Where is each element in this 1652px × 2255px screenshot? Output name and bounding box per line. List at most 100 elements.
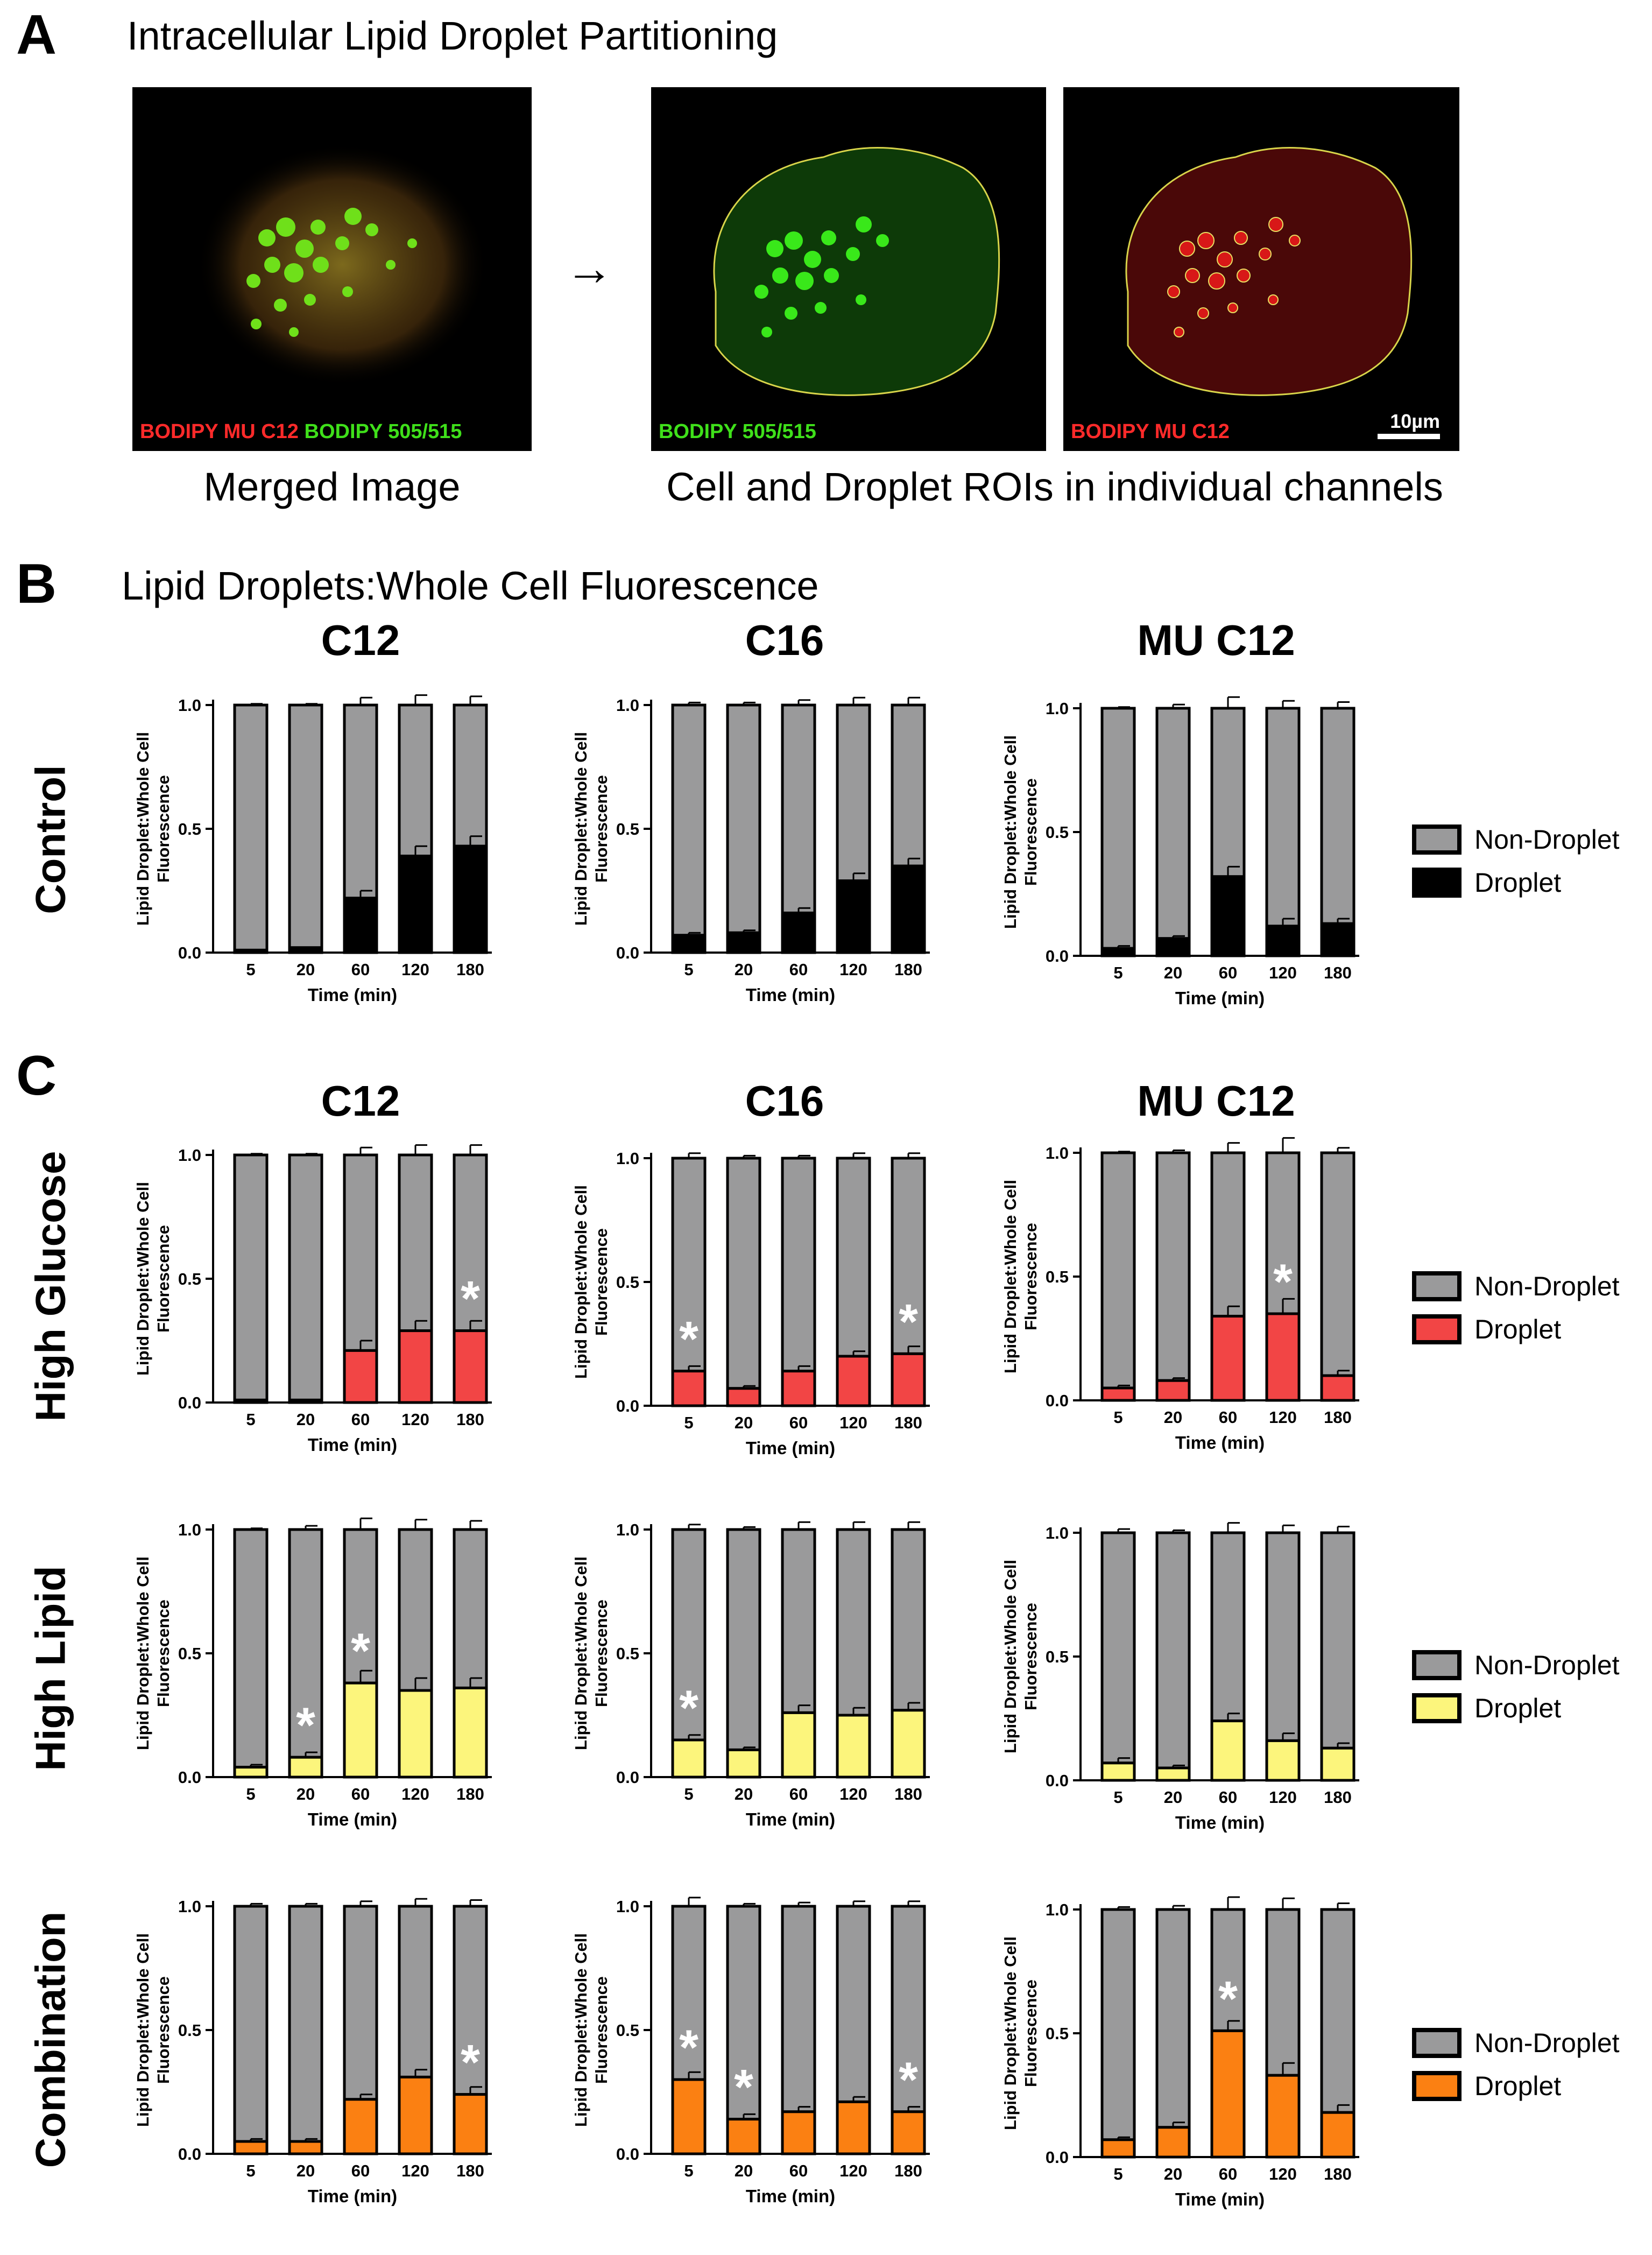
legend-item-droplet: Droplet	[1412, 1687, 1620, 1730]
scale-bar	[1378, 434, 1440, 439]
bar-non-droplet	[1210, 1531, 1246, 1723]
y-axis-label: Lipid Droplet:Whole Cell Fluorescence	[133, 1933, 173, 2127]
x-tick-label: 120	[401, 960, 429, 979]
bar-droplet	[781, 911, 816, 954]
merged-micrograph: BODIPY MU C12 BODIPY 505/515	[132, 87, 532, 451]
bar-droplet	[1155, 2126, 1191, 2159]
y-axis-label: Lipid Droplet:Whole Cell Fluorescence	[133, 1182, 173, 1376]
significance-star: *	[351, 1624, 370, 1679]
y-tick-label: 0.5	[1046, 1647, 1069, 1666]
significance-star: *	[734, 2060, 753, 2115]
bar-droplet	[671, 1370, 707, 1407]
row-label-high-lipid: High Lipid	[26, 1566, 74, 1771]
y-axis-label-line1: Lipid Droplet:Whole Cell	[571, 1933, 590, 2127]
legend-swatch-droplet	[1412, 1314, 1462, 1344]
bar-non-droplet	[233, 1528, 269, 1769]
bar-non-droplet	[398, 1905, 433, 2078]
bar-non-droplet	[1320, 1908, 1356, 2114]
y-axis-label-line1: Lipid Droplet:Whole Cell	[571, 732, 590, 926]
y-axis-label-line1: Lipid Droplet:Whole Cell	[1001, 735, 1020, 929]
x-tick-label: 120	[839, 1413, 867, 1432]
legend-combination: Non-Droplet Droplet	[1412, 2021, 1620, 2108]
green-channel-label: BODIPY 505/515	[659, 420, 816, 443]
x-tick-label: 60	[1219, 963, 1237, 982]
legend-item-non-droplet: Non-Droplet	[1412, 818, 1620, 861]
x-tick-label: 5	[1113, 2165, 1122, 2183]
x-tick-label: 20	[296, 1785, 315, 1803]
y-tick-label: 0.0	[178, 943, 201, 962]
bar-droplet	[1210, 875, 1246, 957]
y-axis-label-line1: Lipid Droplet:Whole Cell	[1001, 1180, 1020, 1373]
x-tick-label: 60	[351, 1785, 370, 1803]
bar-droplet	[233, 948, 269, 954]
y-tick-label: 0.0	[178, 2145, 201, 2164]
bar-droplet	[1155, 1379, 1191, 1402]
chart-control-muc12: 0.0 0.5 1.0 Lipid Droplet:Whole Cell Fluores…	[1001, 696, 1359, 1008]
chart-control-c16: 0.0 0.5 1.0 Lipid Droplet:Whole Cell Fluores…	[571, 696, 930, 1005]
bar-non-droplet	[891, 703, 926, 868]
y-axis-label-line1: Lipid Droplet:Whole Cell	[1001, 1936, 1020, 2130]
bar-non-droplet	[836, 1528, 871, 1717]
legend-label-droplet: Droplet	[1474, 868, 1562, 898]
x-axis-label: Time (min)	[308, 1435, 397, 1455]
y-axis-label-line2: Fluorescence	[154, 1225, 173, 1333]
legend-item-non-droplet: Non-Droplet	[1412, 2021, 1620, 2064]
bar-non-droplet	[1265, 1908, 1301, 2077]
legend-swatch-non-droplet	[1412, 1271, 1462, 1301]
legend-label-droplet: Droplet	[1474, 1314, 1562, 1344]
x-tick-label: 20	[735, 1785, 753, 1803]
bar-non-droplet	[343, 1528, 378, 1685]
legend-control: Non-Droplet Droplet	[1412, 818, 1620, 904]
y-tick-label: 1.0	[1046, 1144, 1069, 1162]
y-tick-label: 0.5	[1046, 2024, 1069, 2043]
x-tick-label: 180	[894, 1785, 922, 1803]
x-tick-label: 20	[296, 1410, 315, 1429]
x-tick-label: 60	[351, 1410, 370, 1429]
y-axis-label-line2: Fluorescence	[592, 1228, 611, 1336]
bar-non-droplet	[671, 1905, 707, 2081]
x-tick-label: 120	[401, 2161, 429, 2180]
y-axis-label: Lipid Droplet:Whole Cell Fluorescence	[1001, 1936, 1040, 2130]
y-tick-label: 1.0	[616, 1149, 639, 1168]
bar-droplet	[1265, 1739, 1301, 1782]
bar-droplet	[1155, 1766, 1191, 1782]
bar-droplet	[1100, 1386, 1136, 1402]
y-axis-label-line2: Fluorescence	[1021, 1223, 1040, 1330]
y-tick-label: 0.0	[1046, 947, 1069, 966]
x-tick-label: 5	[246, 1785, 255, 1803]
bar-droplet	[1155, 937, 1191, 957]
y-tick-label: 0.5	[616, 1273, 639, 1292]
y-axis-label-line1: Lipid Droplet:Whole Cell	[571, 1185, 590, 1379]
y-axis-label: Lipid Droplet:Whole Cell Fluorescence	[133, 732, 173, 926]
bar-droplet	[398, 1329, 433, 1404]
bar-droplet	[453, 2093, 488, 2155]
bar-droplet	[836, 2100, 871, 2155]
x-tick-label: 180	[894, 960, 922, 979]
x-tick-label: 5	[246, 1410, 255, 1429]
x-tick-label: 180	[1324, 2165, 1352, 2183]
legend-label-droplet: Droplet	[1474, 2071, 1562, 2101]
x-tick-label: 180	[456, 2161, 484, 2180]
bar-droplet	[891, 1352, 926, 1407]
y-tick-label: 0.0	[1046, 2148, 1069, 2167]
x-tick-label: 20	[1164, 2165, 1182, 2183]
bar-non-droplet	[453, 1528, 488, 1689]
y-axis-label-line1: Lipid Droplet:Whole Cell	[1001, 1560, 1020, 1753]
y-tick-label: 0.0	[616, 943, 639, 962]
bar-non-droplet	[1100, 1908, 1136, 2141]
x-axis-label: Time (min)	[308, 985, 397, 1005]
bar-non-droplet	[781, 1157, 816, 1373]
y-tick-label: 0.0	[1046, 1771, 1069, 1790]
bar-non-droplet	[836, 1157, 871, 1358]
bar-droplet	[726, 931, 761, 954]
bar-droplet	[781, 1370, 816, 1407]
y-tick-label: 0.5	[616, 2021, 639, 2040]
bar-non-droplet	[1210, 1151, 1246, 1318]
bar-non-droplet	[1320, 707, 1356, 925]
x-axis-label: Time (min)	[746, 2186, 835, 2206]
y-axis-label-line1: Lipid Droplet:Whole Cell	[133, 732, 152, 926]
y-axis-label-line2: Fluorescence	[592, 1976, 611, 2084]
bar-droplet	[398, 2075, 433, 2155]
col-title-c-c16: C16	[745, 1077, 824, 1125]
legend-swatch-non-droplet	[1412, 1650, 1462, 1680]
